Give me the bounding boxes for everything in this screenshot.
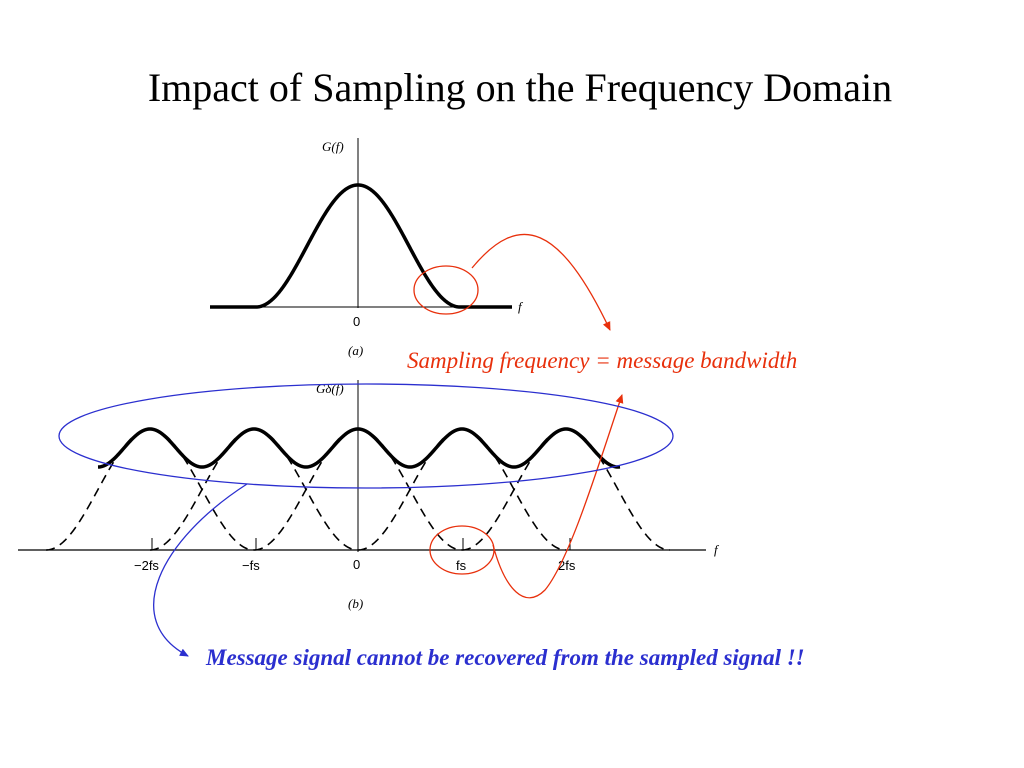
blue-highlight-ellipse <box>58 383 674 489</box>
figure-b-caption: (b) <box>348 596 363 611</box>
shifted-copy-minus-1 <box>149 428 359 551</box>
shifted-copy-plus-2 <box>461 428 671 551</box>
figure-a-spectrum-curve <box>210 183 512 309</box>
tick-label-fs: fs <box>456 558 467 573</box>
tick-label-2fs: 2fs <box>558 558 576 573</box>
figure-a-x-label: f <box>518 299 524 314</box>
shifted-copy-plus-1 <box>357 428 567 551</box>
red-annotation <box>413 233 624 599</box>
figure-a-origin-label: 0 <box>353 314 360 329</box>
figure-a-y-label: G(f) <box>322 139 344 154</box>
red-curved-arrow-b <box>492 394 624 599</box>
blue-annotation <box>58 383 674 657</box>
tick-label-zero: 0 <box>353 557 360 572</box>
tick-label-minus-fs: −fs <box>242 558 260 573</box>
slide-title: Impact of Sampling on the Frequency Doma… <box>147 65 893 110</box>
figure-b-y-label: Gδ(f) <box>316 381 344 396</box>
red-curved-arrow-a <box>471 233 611 331</box>
figure-b: Gδ(f) f −2fs −fs 0 fs 2fs (b) <box>18 380 720 611</box>
figure-b-x-label: f <box>714 542 720 557</box>
blue-curved-arrow <box>153 483 248 657</box>
shifted-copy-minus-2 <box>45 428 255 551</box>
tick-label-minus-2fs: −2fs <box>134 558 159 573</box>
figure-a-caption: (a) <box>348 343 363 358</box>
figure-a: G(f) f 0 (a) <box>210 138 524 358</box>
red-highlight-ellipse-a <box>413 265 479 315</box>
sampled-spectrum-curve <box>97 427 621 469</box>
sampling-frequency-callout: Sampling frequency = message bandwidth <box>407 348 798 373</box>
message-not-recoverable-callout: Message signal cannot be recovered from … <box>206 645 805 670</box>
